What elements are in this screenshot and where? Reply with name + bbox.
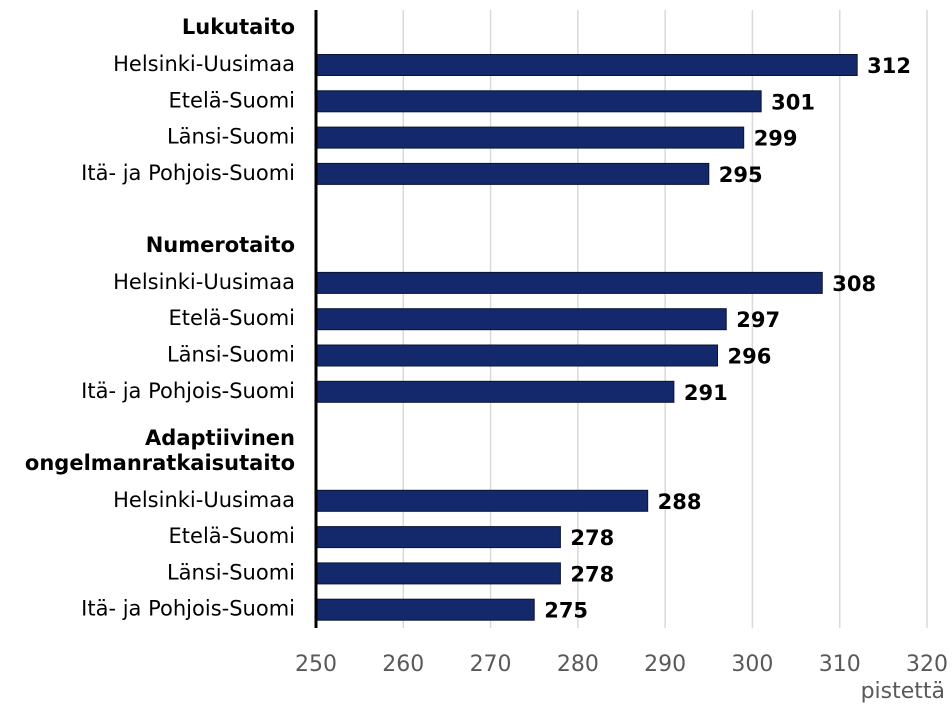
bar	[315, 489, 649, 512]
bar	[315, 126, 745, 149]
group-header: Lukutaito	[182, 15, 295, 39]
value-label: 275	[544, 599, 588, 623]
x-tick-label: 320	[906, 652, 948, 677]
category-label: Helsinki-Uusimaa	[113, 52, 295, 76]
x-tick-label: 300	[731, 652, 773, 677]
category-label: Itä- ja Pohjois-Suomi	[81, 597, 295, 621]
x-tick-label: 280	[557, 652, 599, 677]
category-label: Itä- ja Pohjois-Suomi	[81, 161, 295, 185]
category-label: Länsi-Suomi	[167, 560, 295, 584]
value-label: 299	[754, 127, 798, 151]
category-label: Helsinki-Uusimaa	[113, 270, 295, 294]
value-label: 295	[719, 163, 763, 187]
value-label: 297	[736, 308, 780, 332]
value-label: 312	[867, 54, 911, 78]
category-label: Länsi-Suomi	[167, 125, 295, 149]
value-label: 278	[570, 526, 614, 550]
x-tick-label: 250	[295, 652, 337, 677]
group-header: ongelmanratkaisutaito	[25, 451, 295, 475]
bar	[315, 380, 675, 403]
bar	[315, 344, 719, 367]
bar	[315, 308, 727, 331]
value-label: 278	[570, 562, 614, 586]
bar	[315, 598, 535, 621]
value-label: 301	[771, 90, 815, 114]
bar	[315, 562, 561, 585]
x-tick-label: 290	[644, 652, 686, 677]
x-tick-label: 270	[470, 652, 512, 677]
value-label: 291	[684, 381, 728, 405]
category-label: Etelä-Suomi	[169, 306, 295, 330]
category-label: Helsinki-Uusimaa	[113, 488, 295, 512]
x-axis-label: pistettä	[861, 679, 945, 704]
group-header: Numerotaito	[146, 233, 295, 257]
x-tick-label: 310	[819, 652, 861, 677]
value-label: 296	[728, 345, 772, 369]
bar	[315, 526, 561, 549]
bar	[315, 162, 710, 185]
category-label: Etelä-Suomi	[169, 88, 295, 112]
bar	[315, 271, 823, 294]
category-label: Itä- ja Pohjois-Suomi	[81, 379, 295, 403]
value-label: 288	[658, 490, 702, 514]
category-label: Länsi-Suomi	[167, 343, 295, 367]
value-label: 308	[832, 272, 876, 296]
bar	[315, 90, 762, 113]
group-header: Adaptiivinen	[145, 426, 295, 450]
x-tick-label: 260	[382, 652, 424, 677]
category-label: Etelä-Suomi	[169, 524, 295, 548]
bar	[315, 54, 858, 76]
